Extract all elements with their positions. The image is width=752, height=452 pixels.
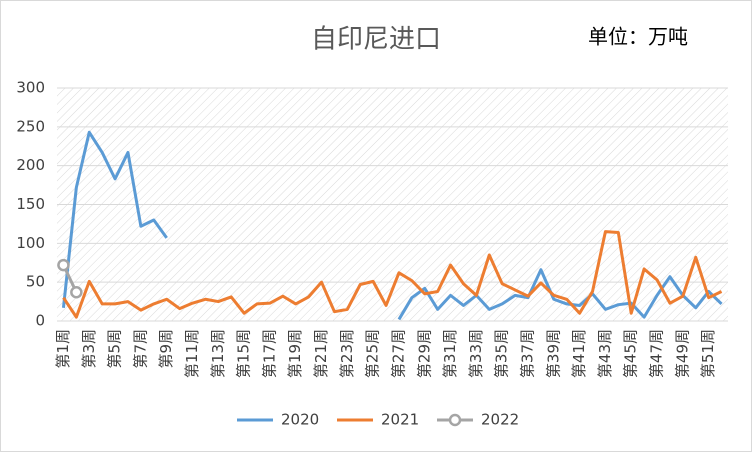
legend-marker <box>448 413 462 427</box>
legend-label: 2020 <box>281 411 319 429</box>
series-line <box>62 230 723 319</box>
y-tick-label: 300 <box>16 79 45 97</box>
point-marker <box>57 258 70 272</box>
x-tick-label: 第39周 <box>544 329 562 378</box>
x-tick-label: 第51周 <box>699 329 717 378</box>
x-tick-label: 第15周 <box>235 329 253 378</box>
x-tick-label: 第49周 <box>673 329 691 378</box>
series-line <box>61 130 168 308</box>
series-line <box>397 268 723 321</box>
x-tick-label: 第1周 <box>54 329 72 369</box>
y-tick-label: 50 <box>26 273 45 291</box>
x-tick-label: 第45周 <box>622 329 640 378</box>
x-tick-label: 第21周 <box>312 329 330 378</box>
x-tick-label: 第19周 <box>286 329 304 378</box>
y-tick-label: 200 <box>16 156 45 174</box>
x-tick-label: 第27周 <box>389 329 407 378</box>
x-tick-label: 第7周 <box>131 329 149 369</box>
x-tick-label: 第11周 <box>183 329 201 378</box>
y-tick-label: 250 <box>16 117 45 135</box>
chart-title: 自印尼进口 <box>311 25 441 55</box>
y-tick-label: 150 <box>16 195 45 213</box>
point-marker <box>70 286 83 299</box>
y-tick-label: 100 <box>16 234 45 252</box>
x-tick-label: 第13周 <box>209 329 227 378</box>
x-tick-label: 第3周 <box>80 329 98 369</box>
x-tick-label: 第25周 <box>364 329 382 378</box>
x-tick-label: 第41周 <box>570 329 588 378</box>
x-tick-label: 第17周 <box>260 329 278 378</box>
x-tick-label: 第29周 <box>415 329 433 378</box>
x-tick-label: 第9周 <box>157 329 175 369</box>
x-tick-label: 第33周 <box>467 329 485 378</box>
x-tick-label: 第47周 <box>648 329 666 378</box>
legend-label: 2022 <box>481 411 519 429</box>
unit-annotation: 单位：万吨 <box>588 25 688 49</box>
x-tick-label: 第43周 <box>596 329 614 378</box>
x-tick-label: 第37周 <box>518 329 536 378</box>
legend-label: 2021 <box>381 411 419 429</box>
x-tick-label: 第35周 <box>493 329 511 378</box>
x-tick-label: 第23周 <box>338 329 356 378</box>
y-tick-label: 0 <box>35 312 45 330</box>
x-tick-label: 第5周 <box>106 329 124 369</box>
x-tick-label: 第31周 <box>441 329 459 378</box>
